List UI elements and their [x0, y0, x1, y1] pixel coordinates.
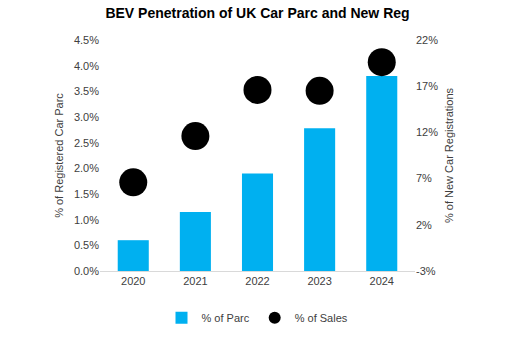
svg-text:4.5%: 4.5% — [74, 34, 99, 46]
svg-text:17%: 17% — [416, 80, 438, 92]
svg-text:3.0%: 3.0% — [74, 111, 99, 123]
svg-text:2024: 2024 — [370, 275, 394, 287]
svg-text:2020: 2020 — [121, 275, 145, 287]
svg-text:-3%: -3% — [416, 265, 436, 277]
svg-text:1.5%: 1.5% — [74, 188, 99, 200]
svg-text:2%: 2% — [416, 219, 432, 231]
svg-text:3.5%: 3.5% — [74, 85, 99, 97]
svg-text:% of Registered Car Parc: % of Registered Car Parc — [53, 93, 65, 218]
svg-text:7%: 7% — [416, 172, 432, 184]
svg-text:0.0%: 0.0% — [74, 265, 99, 277]
svg-text:2023: 2023 — [307, 275, 331, 287]
svg-text:12%: 12% — [416, 126, 438, 138]
svg-text:0.5%: 0.5% — [74, 239, 99, 251]
svg-text:1.0%: 1.0% — [74, 214, 99, 226]
svg-text:2021: 2021 — [183, 275, 207, 287]
svg-text:2.5%: 2.5% — [74, 137, 99, 149]
svg-text:% of New Car Registrations: % of New Car Registrations — [443, 87, 455, 223]
svg-text:2022: 2022 — [245, 275, 269, 287]
svg-text:4.0%: 4.0% — [74, 60, 99, 72]
svg-text:22%: 22% — [416, 34, 438, 46]
svg-text:% of Parc: % of Parc — [202, 312, 250, 324]
svg-text:% of Sales: % of Sales — [295, 312, 348, 324]
svg-text:2.0%: 2.0% — [74, 162, 99, 174]
svg-text:BEV Penetration of UK Car Parc: BEV Penetration of UK Car Parc and New R… — [105, 5, 409, 21]
